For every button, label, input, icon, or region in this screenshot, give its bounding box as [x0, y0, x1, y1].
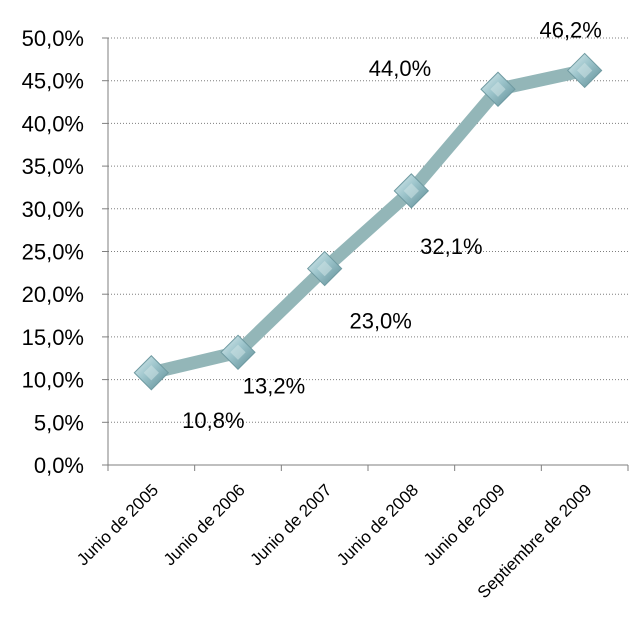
data-point-marker-highlight — [577, 62, 593, 79]
series-markers — [133, 52, 603, 391]
y-tick-label: 0,0% — [34, 453, 84, 478]
data-label: 46,2% — [539, 17, 601, 42]
x-tick-label: Junio de 2005 — [73, 480, 162, 569]
y-tick-label: 5,0% — [34, 410, 84, 435]
data-point-marker-highlight — [230, 344, 246, 360]
data-labels: 10,8% 13,2% 23,0% 32,1% 44,0% 46,2% — [182, 17, 602, 432]
data-label: 44,0% — [369, 56, 431, 81]
x-tick-label: Junio de 2006 — [160, 480, 249, 569]
data-point-marker-highlight — [317, 260, 333, 277]
y-tick-label: 25,0% — [22, 240, 84, 265]
y-tick-label: 30,0% — [22, 197, 84, 222]
axes: 0,0% 5,0% 10,0% 15,0% 20,0% 25,0% 30,0% 35,0% 40… — [22, 26, 629, 602]
x-tick-label: Junio de 2009 — [420, 480, 509, 569]
y-tick-label: 10,0% — [22, 368, 84, 393]
y-tick-label: 40,0% — [22, 111, 84, 136]
data-label: 32,1% — [420, 234, 482, 259]
data-point-marker-highlight — [143, 365, 159, 381]
y-tick-label: 15,0% — [22, 325, 84, 350]
x-tick-label: Junio de 2007 — [247, 480, 336, 569]
data-point-marker-highlight — [490, 81, 506, 97]
data-point-marker-highlight — [403, 183, 419, 199]
data-label: 23,0% — [349, 309, 411, 334]
data-label: 10,8% — [182, 408, 244, 433]
y-tick-label: 45,0% — [22, 69, 84, 94]
x-tick-label: Junio de 2008 — [333, 480, 422, 569]
y-tick-label: 20,0% — [22, 282, 84, 307]
y-tick-label: 35,0% — [22, 154, 84, 179]
data-label: 13,2% — [243, 373, 305, 398]
y-tick-label: 50,0% — [22, 26, 84, 51]
